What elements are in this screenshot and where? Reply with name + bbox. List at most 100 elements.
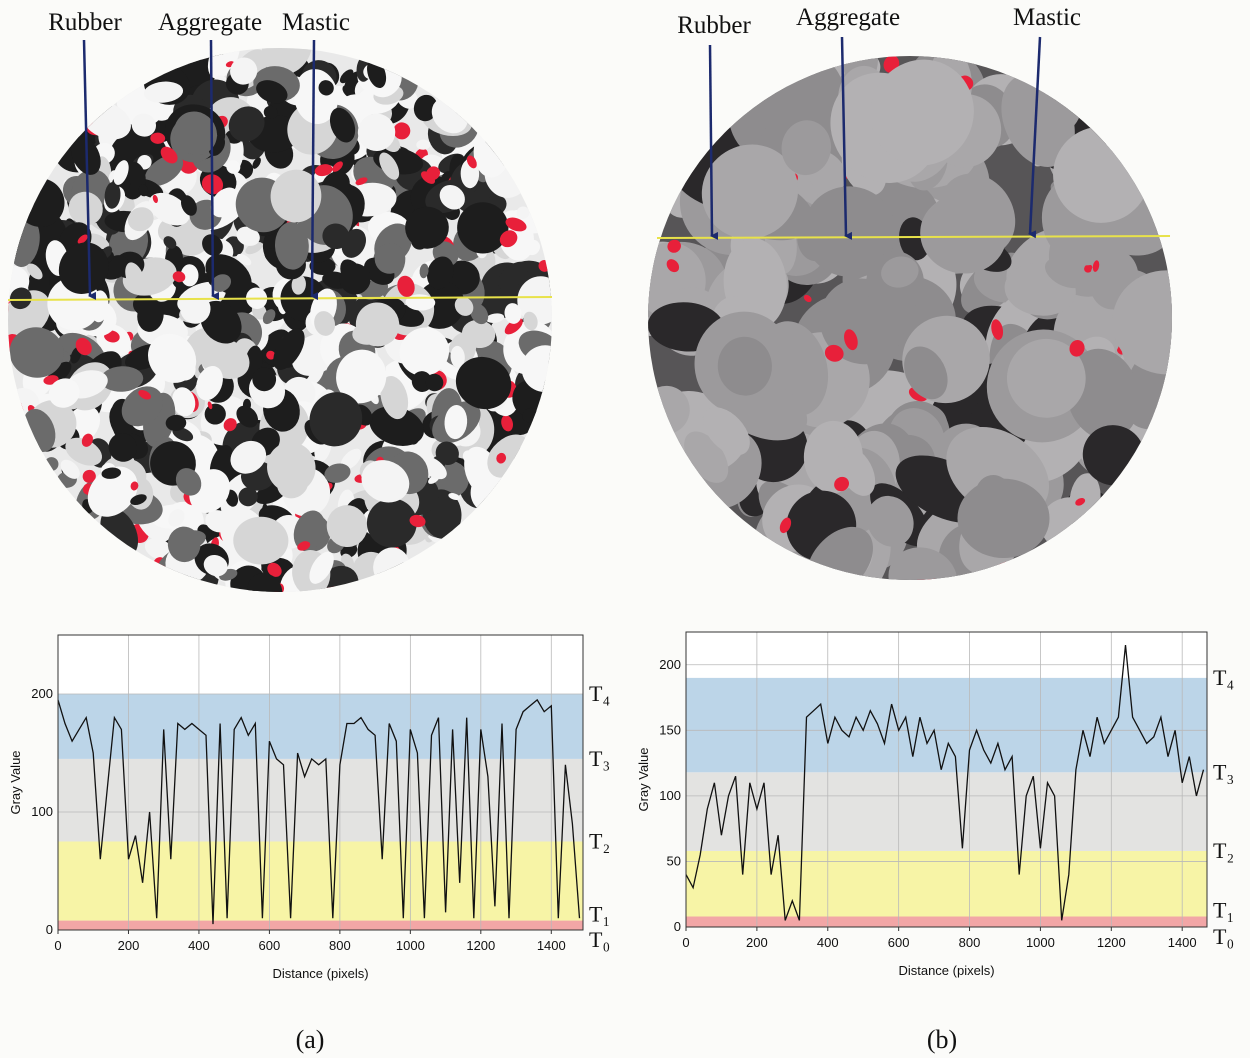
blob <box>497 261 528 290</box>
threshold-label: T₃ <box>1213 759 1234 784</box>
blob <box>361 460 410 503</box>
threshold-band <box>58 694 583 759</box>
blob <box>318 80 334 96</box>
x-tick-label: 400 <box>817 935 839 950</box>
blob <box>523 311 538 331</box>
blob <box>366 498 417 548</box>
blob <box>266 350 276 360</box>
blob <box>9 287 32 310</box>
blob <box>866 495 914 547</box>
blob <box>58 242 109 294</box>
blob <box>1044 257 1086 289</box>
blob <box>339 263 371 295</box>
blob <box>267 442 316 493</box>
x-tick-label: 1200 <box>466 938 495 953</box>
blob <box>374 243 406 274</box>
threshold-label: T₀ <box>589 927 610 952</box>
x-tick-label: 600 <box>259 938 281 953</box>
y-tick-label: 0 <box>46 922 53 937</box>
blob <box>200 300 242 344</box>
blob <box>781 120 832 176</box>
profile-line <box>7 296 553 301</box>
annotation: Mastic <box>282 9 350 36</box>
blob <box>263 105 278 120</box>
blob <box>252 367 277 392</box>
plot-frame <box>685 631 1208 928</box>
blob <box>228 106 265 142</box>
blob <box>435 441 459 466</box>
blob <box>448 493 461 501</box>
blob <box>717 336 772 396</box>
x-tick-label: 200 <box>746 935 768 950</box>
profile-line <box>656 235 1171 239</box>
blob <box>870 59 974 166</box>
threshold-label: T₁ <box>1213 898 1234 923</box>
blob <box>236 405 259 428</box>
x-tick-label: 1200 <box>1097 935 1126 950</box>
blob <box>504 303 522 324</box>
y-axis-label: Gray Value <box>636 747 651 811</box>
blob <box>48 378 80 408</box>
annotation: Rubber <box>677 12 751 39</box>
profile-line <box>685 645 1205 921</box>
threshold-label: T₁ <box>589 902 610 927</box>
blob <box>667 239 681 253</box>
blob <box>399 327 450 376</box>
blob <box>207 401 213 410</box>
x-tick-label: 800 <box>959 935 981 950</box>
arrows <box>82 36 1042 301</box>
threshold-band <box>686 772 1207 851</box>
blob <box>210 187 240 218</box>
blob <box>245 241 263 255</box>
x-tick-label: 600 <box>888 935 910 950</box>
caption: (a) <box>296 1025 325 1054</box>
blob <box>324 463 351 483</box>
blob <box>516 206 530 219</box>
x-tick-label: 0 <box>682 935 689 950</box>
annotation: Mastic <box>1013 4 1081 31</box>
blob <box>172 387 196 417</box>
blob <box>314 311 336 336</box>
blob <box>355 177 368 186</box>
blob <box>233 516 289 565</box>
x-tick-label: 1000 <box>396 938 425 953</box>
blob <box>274 221 309 270</box>
threshold-label: T₃ <box>589 746 610 771</box>
blob <box>413 94 438 122</box>
texture <box>648 56 1172 580</box>
blob <box>165 414 187 431</box>
blob <box>291 274 306 295</box>
blob <box>267 562 282 577</box>
blob <box>130 494 147 506</box>
blob <box>137 298 164 332</box>
blob <box>329 107 356 143</box>
blob <box>236 253 252 266</box>
blob <box>844 329 858 351</box>
y-tick-label: 100 <box>31 804 53 819</box>
blob <box>256 80 288 104</box>
threshold-band <box>686 850 1207 917</box>
blob <box>180 293 211 324</box>
blob <box>82 469 96 483</box>
blob <box>196 365 223 401</box>
blob <box>252 157 261 169</box>
blob <box>834 476 850 492</box>
blob <box>113 160 129 185</box>
blob <box>1092 260 1100 272</box>
blob <box>340 448 362 470</box>
blob <box>203 554 228 577</box>
blob <box>1112 270 1172 375</box>
blob <box>309 551 334 584</box>
y-tick-label: 0 <box>674 919 681 934</box>
blob <box>524 239 541 256</box>
blob <box>226 160 241 174</box>
profile-line <box>57 698 581 925</box>
y-tick-label: 150 <box>659 722 681 737</box>
blob <box>1084 264 1093 273</box>
blob <box>130 481 139 491</box>
blob <box>77 234 88 244</box>
blob <box>419 263 429 279</box>
blob <box>405 206 449 249</box>
